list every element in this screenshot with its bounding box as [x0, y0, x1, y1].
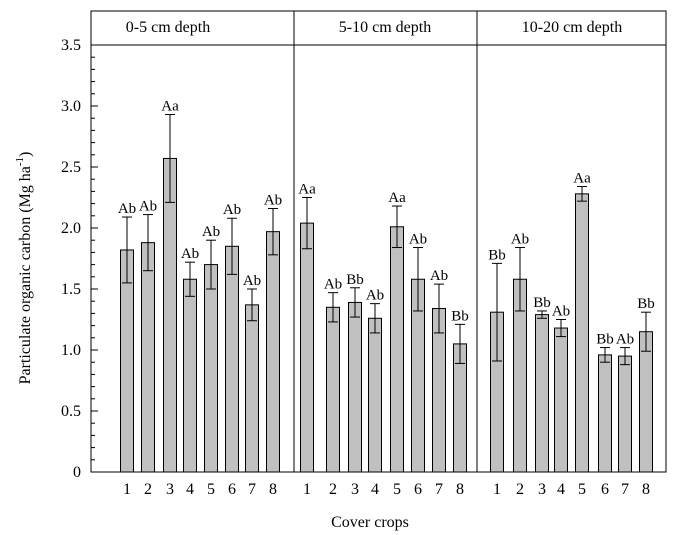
- x-axis-label: Cover crops: [331, 514, 409, 531]
- significance-label: Ab: [552, 304, 570, 320]
- y-tick-label: 1.5: [61, 281, 81, 298]
- y-tick-label: 0.5: [61, 403, 81, 420]
- bar: [348, 301, 362, 473]
- x-tick-label: 2: [144, 481, 152, 498]
- x-tick-label: 2: [329, 481, 337, 498]
- x-tick-label: 4: [557, 481, 565, 498]
- x-tick-label: 5: [393, 481, 401, 498]
- significance-label: Bb: [533, 295, 551, 311]
- significance-label: Ab: [511, 232, 529, 248]
- significance-label: Aa: [573, 171, 591, 187]
- bar: [183, 278, 197, 473]
- bar: [266, 231, 280, 473]
- significance-label: Bb: [596, 332, 614, 348]
- panel-title-1: 0-5 cm depth: [126, 19, 210, 36]
- bar: [639, 331, 653, 473]
- y-axis: 0 0.5 1.0 1.5 2.0 2.5 3.0 3.5: [61, 37, 98, 481]
- panel-title-2: 5-10 cm depth: [339, 19, 431, 36]
- bar: [368, 317, 382, 473]
- x-tick-label: 6: [228, 481, 236, 498]
- x-tick-label: 4: [186, 481, 194, 498]
- bar: [300, 222, 314, 473]
- x-tick-label: 7: [248, 481, 256, 498]
- significance-label: Ab: [139, 199, 157, 215]
- x-tick-label: 7: [621, 481, 629, 498]
- y-tick-label: 0: [73, 464, 81, 481]
- significance-label: Ab: [430, 268, 448, 284]
- bar: [326, 306, 340, 473]
- significance-label: Ab: [181, 246, 199, 262]
- x-tick-label: 7: [435, 481, 443, 498]
- significance-label: Ab: [202, 224, 220, 240]
- x-tick-label: 1: [493, 481, 501, 498]
- x-tick-label: 5: [578, 481, 586, 498]
- significance-label: Bb: [488, 247, 506, 263]
- y-tick-label: 3.5: [61, 37, 81, 54]
- x-tick-label: 3: [166, 481, 174, 498]
- panel-title-3: 10-20 cm depth: [522, 19, 622, 36]
- x-tick-label: 1: [303, 481, 311, 498]
- significance-label: Ab: [223, 202, 241, 218]
- significance-label: Aa: [388, 190, 406, 206]
- significance-label: Aa: [298, 182, 316, 198]
- bar: [618, 355, 632, 473]
- significance-label: Ab: [409, 232, 427, 248]
- significance-label: Bb: [637, 296, 655, 312]
- bar: [225, 245, 239, 473]
- y-tick-label: 2.0: [61, 220, 81, 237]
- bar: [390, 226, 404, 473]
- x-tick-label: 8: [269, 481, 277, 498]
- bar: [554, 327, 568, 473]
- x-tick-label: 4: [371, 481, 379, 498]
- significance-label: Aa: [161, 99, 179, 115]
- bar: [535, 314, 549, 473]
- x-tick-label: 8: [456, 481, 464, 498]
- significance-label: Ab: [616, 332, 634, 348]
- x-tick-label: 1: [123, 481, 131, 498]
- significance-label: Ab: [118, 201, 136, 217]
- significance-label: Bb: [346, 272, 364, 288]
- panel-titles: 0-5 cm depth 5-10 cm depth 10-20 cm depth: [126, 19, 622, 36]
- y-axis-label-close: ): [17, 152, 34, 157]
- bar: [575, 193, 589, 473]
- x-tick-label: 3: [538, 481, 546, 498]
- y-axis-label-superscript: -1: [14, 157, 26, 166]
- bar: [245, 304, 259, 473]
- bar: [163, 157, 177, 473]
- y-tick-label: 1.0: [61, 342, 81, 359]
- bar: [141, 242, 155, 473]
- significance-label: Ab: [366, 288, 384, 304]
- y-tick-label: 3.0: [61, 98, 81, 115]
- y-axis-label-text: Particulate organic carbon (Mg ha: [17, 166, 34, 384]
- x-tick-label: 8: [642, 481, 650, 498]
- x-tick-label: 5: [207, 481, 215, 498]
- bar: [598, 354, 612, 473]
- x-tick-label: 6: [414, 481, 422, 498]
- significance-label: Bb: [451, 308, 469, 324]
- y-axis-label: Particulate organic carbon (Mg ha-1): [14, 152, 34, 385]
- x-tick-label: 6: [601, 481, 609, 498]
- significance-label: Ab: [243, 273, 261, 289]
- significance-label: Ab: [324, 277, 342, 293]
- significance-label: Ab: [264, 192, 282, 208]
- x-tick-label: 2: [516, 481, 524, 498]
- bar: [204, 264, 218, 473]
- x-tick-label: 3: [351, 481, 359, 498]
- y-tick-label: 2.5: [61, 159, 81, 176]
